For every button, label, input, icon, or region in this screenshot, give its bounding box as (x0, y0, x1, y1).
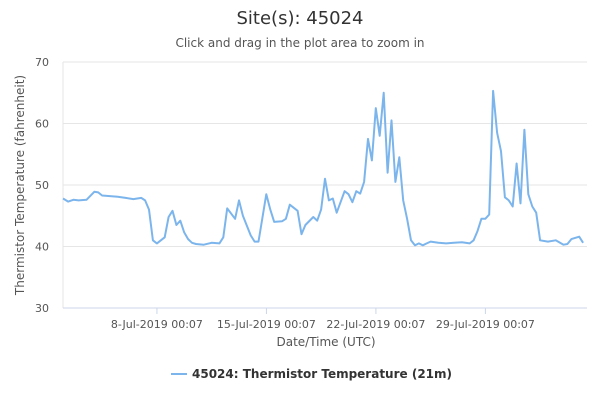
chart-subtitle: Click and drag in the plot area to zoom … (175, 36, 424, 50)
x-tick-label: 8-Jul-2019 00:07 (111, 318, 203, 331)
chart-title: Site(s): 45024 (236, 8, 363, 29)
series-layer[interactable] (62, 89, 584, 247)
y-axis-tick-labels: 30 40 50 60 70 (35, 56, 49, 315)
x-tick-label: 22-Jul-2019 00:07 (326, 318, 425, 331)
x-axis-title: Date/Time (UTC) (276, 335, 375, 349)
series-line[interactable] (62, 89, 584, 247)
legend-item-label[interactable]: 45024: Thermistor Temperature (21m) (192, 367, 452, 381)
y-tick-label: 70 (35, 56, 49, 69)
y-tick-label: 60 (35, 118, 49, 131)
y-axis-title: Thermistor Temperature (fahrenheit) (13, 75, 27, 296)
y-tick-label: 40 (35, 241, 49, 254)
x-tick-label: 15-Jul-2019 00:07 (217, 318, 316, 331)
y-tick-label: 50 (35, 179, 49, 192)
x-tick-label: 29-Jul-2019 00:07 (436, 318, 535, 331)
legend[interactable]: 45024: Thermistor Temperature (21m) (171, 367, 452, 381)
x-axis-tick-labels: 8-Jul-2019 00:07 15-Jul-2019 00:07 22-Jul-… (111, 308, 535, 331)
y-tick-label: 30 (35, 302, 49, 315)
